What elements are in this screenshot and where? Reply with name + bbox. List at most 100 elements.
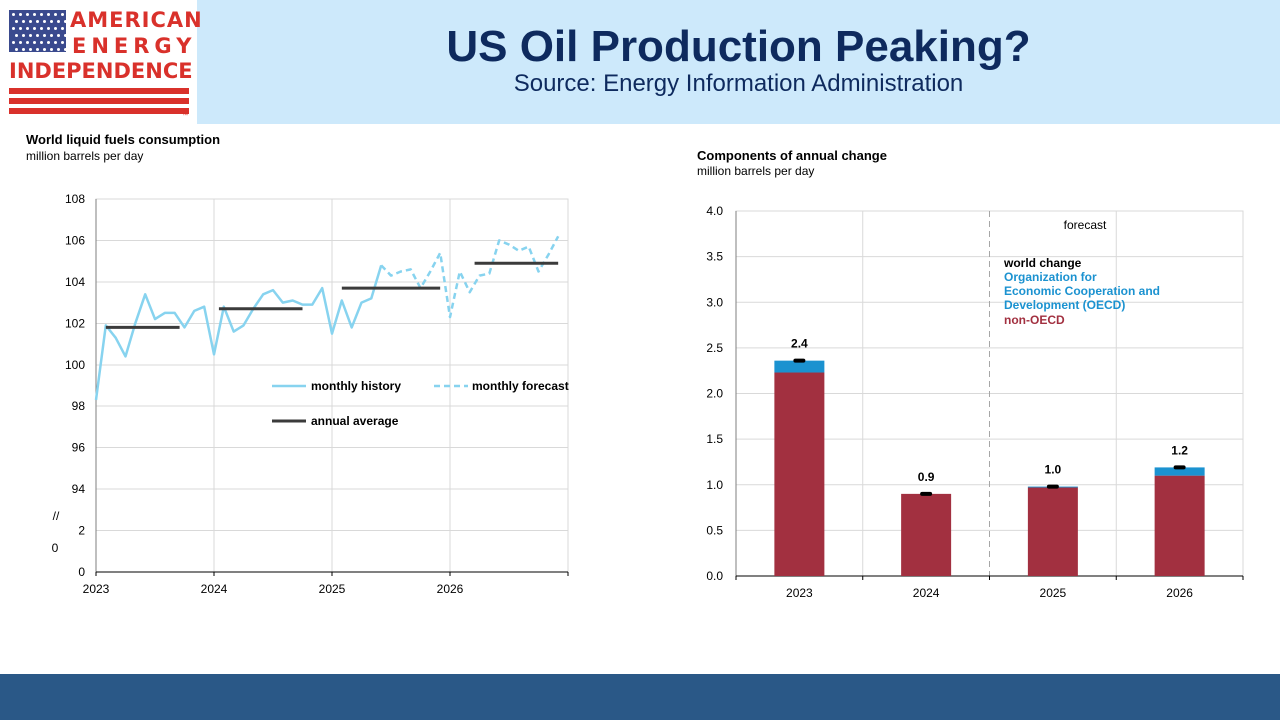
legend-label: Development (OECD) xyxy=(1004,298,1125,312)
flag-star xyxy=(64,20,67,23)
history-line xyxy=(94,264,383,401)
logo-trademark: ™ xyxy=(182,113,188,119)
flag-star xyxy=(19,41,22,44)
flag-star xyxy=(15,34,18,37)
bar-oecd xyxy=(774,360,825,373)
right-chart-unit: million barrels per day xyxy=(697,164,815,178)
flag-star xyxy=(26,27,29,30)
flag-star xyxy=(61,13,64,16)
legend-label: world change xyxy=(1003,256,1082,270)
flag-star xyxy=(43,34,46,37)
x-tick-label: 2024 xyxy=(913,586,940,600)
flag-star xyxy=(26,13,29,16)
logo-text-american: AMERICAN xyxy=(70,8,203,32)
forecast-line xyxy=(380,235,560,319)
y-tick-label: 4.0 xyxy=(706,204,723,218)
flag-star xyxy=(54,41,57,44)
flag-star xyxy=(29,20,32,23)
left-chart-title: World liquid fuels consumption xyxy=(26,132,221,147)
y-tick-label: 100 xyxy=(65,358,85,372)
logo-text-energy: ENERGY xyxy=(72,34,197,58)
flag-star xyxy=(36,48,39,51)
flag-star xyxy=(47,41,50,44)
x-tick-label: 2026 xyxy=(1166,586,1193,600)
page-subtitle: Source: Energy Information Administratio… xyxy=(513,70,964,97)
footer-bar xyxy=(0,674,1280,720)
flag-star xyxy=(43,20,46,23)
flag-star xyxy=(22,34,25,37)
flag-star xyxy=(54,27,57,30)
y-tick-label: 3.0 xyxy=(706,295,723,309)
x-tick-label: 2026 xyxy=(437,582,464,596)
flag-star xyxy=(57,20,60,23)
flag-star xyxy=(47,27,50,30)
flag-star xyxy=(15,48,18,51)
flag-star xyxy=(15,20,18,23)
flag-star xyxy=(57,48,60,51)
bar-non-oecd xyxy=(774,372,825,576)
logo: AMERICAN ENERGY INDEPENDENCE ™ xyxy=(0,0,203,124)
flag-star xyxy=(47,13,50,16)
x-tick-label: 2025 xyxy=(319,582,346,596)
legend-label: monthly history xyxy=(311,379,401,393)
y-tick-label: 0.5 xyxy=(706,523,723,537)
x-tick-label: 2023 xyxy=(786,586,813,600)
y-tick-label: 104 xyxy=(65,275,85,289)
y-tick-label: 94 xyxy=(72,482,86,496)
data-label: 1.2 xyxy=(1171,443,1188,457)
flag-star xyxy=(36,34,39,37)
flag-star xyxy=(40,13,43,16)
data-label: 1.0 xyxy=(1045,463,1062,477)
flag-star xyxy=(29,34,32,37)
bar-non-oecd xyxy=(1027,487,1078,576)
flag-star xyxy=(50,20,53,23)
y-tick-label: 1.0 xyxy=(706,478,723,492)
flag-star xyxy=(43,48,46,51)
logo-stripe xyxy=(9,88,189,94)
y-tick-label: 0.0 xyxy=(706,569,723,583)
header-banner xyxy=(0,0,1280,124)
logo-text-independence: INDEPENDENCE xyxy=(9,59,193,83)
flag-star xyxy=(57,34,60,37)
flag-star xyxy=(19,13,22,16)
legend-label: non-OECD xyxy=(1004,313,1065,327)
legend-label: annual average xyxy=(311,414,399,428)
flag-star xyxy=(40,27,43,30)
x-tick-label: 2023 xyxy=(83,582,110,596)
flag-star xyxy=(12,41,15,44)
y-tick-label: 2.5 xyxy=(706,341,723,355)
legend-label: Organization for xyxy=(1004,270,1097,284)
bar-non-oecd xyxy=(1154,475,1205,576)
logo-stripe xyxy=(9,108,189,114)
bar-non-oecd xyxy=(901,493,952,576)
flag-star xyxy=(22,48,25,51)
bar-oecd xyxy=(1154,467,1205,476)
right-chart-title: Components of annual change xyxy=(697,148,887,163)
flag-star xyxy=(22,20,25,23)
y-tick-label: 98 xyxy=(72,399,86,413)
flag-star xyxy=(64,34,67,37)
y-tick-label: 1.5 xyxy=(706,432,723,446)
y-tick-label: 2 xyxy=(78,524,85,538)
flag-star xyxy=(64,48,67,51)
flag-star xyxy=(61,27,64,30)
flag-star xyxy=(26,41,29,44)
data-label: 2.4 xyxy=(791,337,808,351)
flag-star xyxy=(12,27,15,30)
legend-label: Economic Cooperation and xyxy=(1004,284,1160,298)
x-tick-label: 2025 xyxy=(1040,586,1067,600)
flag-star xyxy=(33,41,36,44)
logo-stripe xyxy=(9,98,189,104)
flag-star xyxy=(33,13,36,16)
y-tick-label: 96 xyxy=(72,441,86,455)
axis-break-mark: // xyxy=(53,509,60,523)
data-label: 0.9 xyxy=(918,470,935,484)
page-title: US Oil Production Peaking? xyxy=(446,22,1031,71)
flag-star xyxy=(50,34,53,37)
y-tick-label: 3.5 xyxy=(706,250,723,264)
flag-star xyxy=(29,48,32,51)
flag-star xyxy=(54,13,57,16)
flag-star xyxy=(40,41,43,44)
